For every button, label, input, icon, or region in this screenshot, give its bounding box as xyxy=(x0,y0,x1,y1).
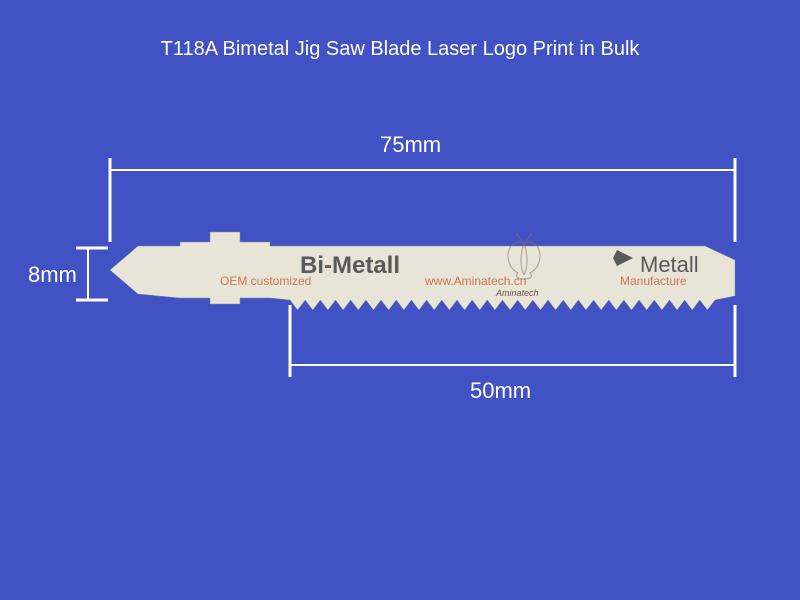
dim-overall-length xyxy=(110,158,735,242)
diagram-canvas xyxy=(0,0,800,600)
blade-text-brandmark: Aminatech xyxy=(496,288,539,298)
blade-text-oem: OEM customized xyxy=(220,274,311,288)
dim-height xyxy=(76,248,108,300)
blade-text-bimetal: Bi-Metall xyxy=(300,252,400,280)
dim-label-overall: 75mm xyxy=(380,132,441,158)
blade-text-manuf: Manufacture xyxy=(620,274,687,288)
dim-tooth-length xyxy=(290,305,735,377)
dim-label-height: 8mm xyxy=(28,262,77,288)
blade-text-url: www.Aminatech.cn xyxy=(425,274,526,288)
dim-label-tooth: 50mm xyxy=(470,378,531,404)
